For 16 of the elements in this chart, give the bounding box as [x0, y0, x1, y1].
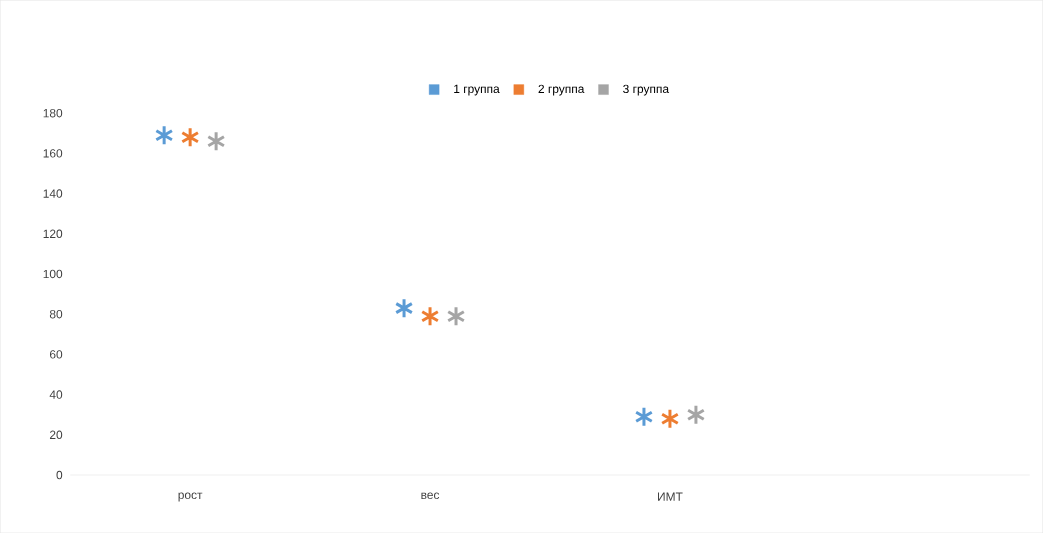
y-tick-label: 180: [43, 108, 63, 118]
x-tick-label: рост: [178, 492, 203, 502]
y-tick-label: 120: [43, 229, 63, 238]
y-tick-label: 100: [43, 269, 63, 279]
y-tick-label: 80: [49, 309, 63, 319]
legend-label: 2 группа: [538, 84, 585, 96]
y-tick-label: 160: [43, 149, 63, 158]
legend-label: 1 группа: [454, 84, 500, 96]
x-tick-label: вес: [421, 492, 440, 499]
legend-label: 3 группа: [623, 84, 670, 96]
x-tick-label: ИМТ: [658, 492, 683, 501]
y-tick-label: 60: [49, 350, 63, 359]
y-tick-label: 0: [56, 470, 63, 480]
y-tick-label: 40: [49, 390, 63, 399]
y-tick-label: 20: [49, 430, 63, 439]
y-tick-label: 140: [43, 189, 63, 198]
